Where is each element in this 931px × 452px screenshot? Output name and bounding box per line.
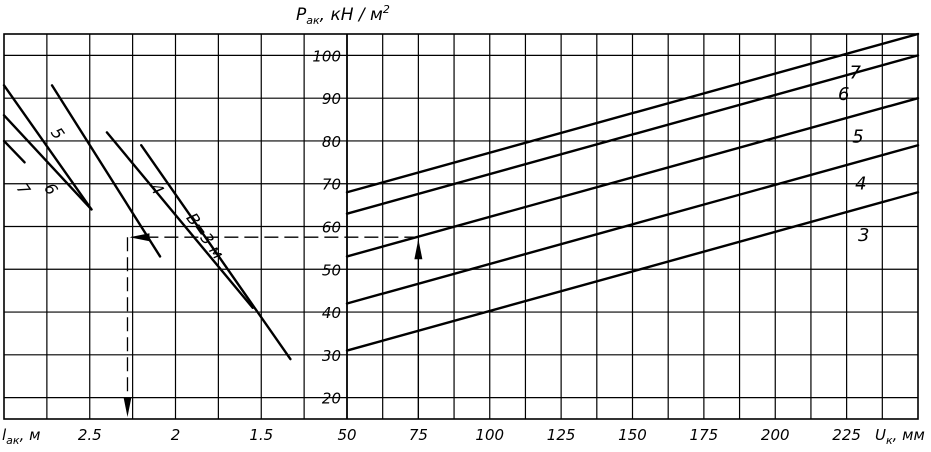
x-axis-title-left: lак, м — [2, 426, 40, 447]
left-curve-1 — [2, 139, 26, 164]
left-curve-6 — [139, 144, 292, 361]
y-tick-label: 90 — [322, 90, 341, 108]
x-tick-label-right: 125 — [547, 426, 576, 444]
x-tick-label-right: 50 — [337, 426, 356, 444]
right-curve-7 — [345, 32, 920, 194]
right-series-label-5: 5 — [852, 127, 863, 148]
left-curve-4 — [50, 84, 162, 258]
y-tick-label: 60 — [322, 219, 341, 237]
left-curve-3 — [2, 84, 93, 211]
left-series-label-1: 7 — [13, 179, 35, 199]
curves — [2, 32, 920, 361]
y-tick-label: 80 — [322, 133, 341, 151]
y-tick-label: 100 — [312, 47, 341, 65]
left-curve-2 — [2, 114, 93, 211]
right-series-label-6: 6 — [838, 84, 849, 105]
x-tick-label-right: 150 — [618, 426, 647, 444]
arrow-down-icon — [123, 397, 132, 417]
left-series-label-3: 5 — [47, 124, 68, 143]
x-tick-label-left: 2.5 — [78, 426, 102, 444]
x-tick-label-right: 225 — [832, 426, 861, 444]
y-tick-label: 70 — [322, 176, 341, 194]
left-curve-5 — [105, 131, 254, 309]
y-tick-label: 50 — [322, 261, 341, 279]
right-curve-4 — [345, 144, 920, 305]
right-curve-3 — [345, 191, 920, 352]
x-tick-label-right: 175 — [690, 426, 719, 444]
y-axis-title: Pак, кН / м2 — [296, 3, 390, 27]
y-tick-label: 40 — [322, 304, 341, 322]
right-series-label-3: 3 — [858, 225, 869, 246]
x-axis-title-right: Uк, мм — [875, 426, 925, 447]
x-tick-label-left: 1.5 — [249, 426, 273, 444]
y-tick-label: 30 — [322, 347, 341, 365]
right-curve-5 — [345, 96, 920, 258]
x-tick-label-left: 2 — [171, 426, 181, 444]
arrow-up-icon — [414, 239, 423, 260]
left-series-label-5: B=3 м — [183, 209, 228, 262]
arrow-left-icon — [129, 233, 150, 242]
left-series-label-2: 6 — [40, 179, 61, 198]
guide-lines — [123, 233, 423, 419]
right-series-label-7: 7 — [849, 63, 861, 84]
x-tick-label-right: 200 — [761, 426, 790, 444]
y-tick-label: 20 — [322, 390, 341, 408]
x-tick-label-right: 100 — [475, 426, 504, 444]
right-curve-6 — [345, 54, 920, 215]
right-series-label-4: 4 — [855, 174, 866, 195]
x-tick-label-right: 75 — [409, 426, 428, 444]
grid — [3, 33, 919, 420]
